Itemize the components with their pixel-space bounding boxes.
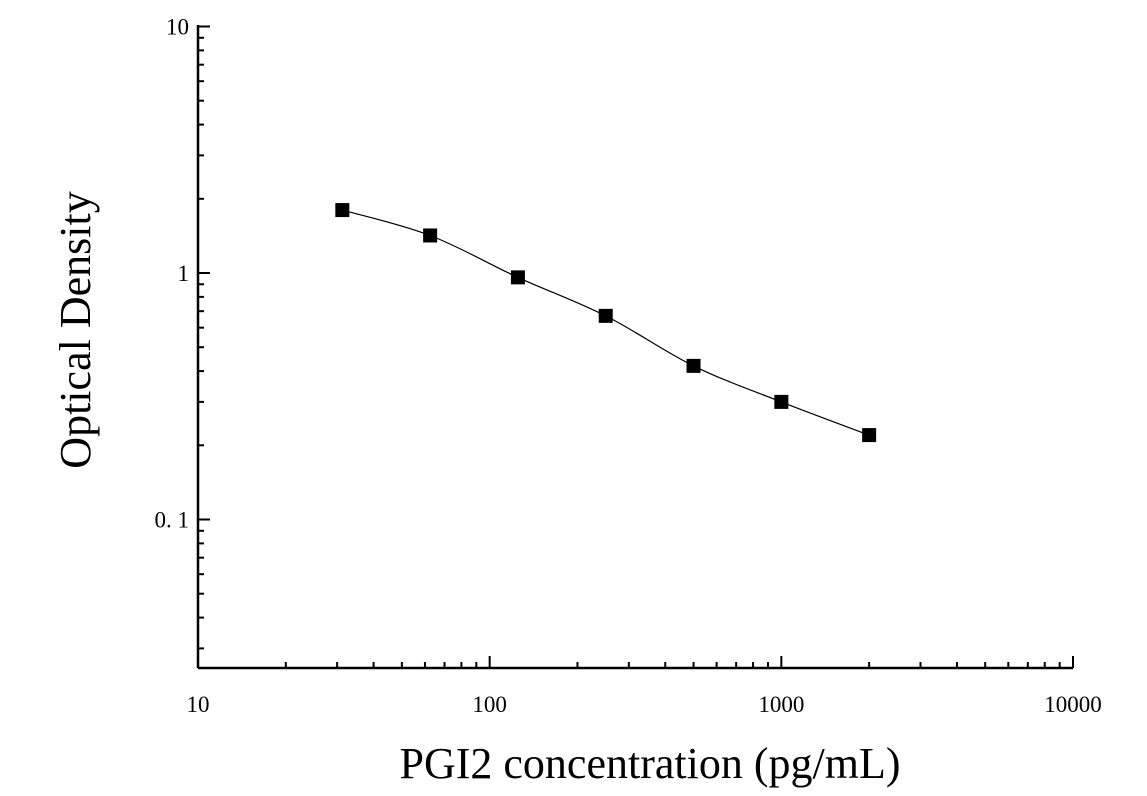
y-tick-label: 1 — [178, 261, 190, 286]
data-point — [774, 394, 789, 409]
y-ticks: 0. 1 1 10 — [155, 15, 210, 650]
y-axis-title: Optical Density — [51, 191, 100, 468]
x-tick-label: 100 — [472, 692, 507, 717]
axes — [196, 25, 1073, 670]
data-point — [510, 270, 525, 285]
x-tick-label: 10 — [187, 692, 210, 717]
data-point — [598, 308, 613, 323]
data-point — [335, 203, 350, 218]
data-points — [335, 203, 877, 443]
x-tick-label: 1000 — [758, 692, 804, 717]
data-point — [686, 358, 701, 373]
y-tick-label: 10 — [166, 15, 189, 40]
x-axis-title: PGI2 concentration (pg/mL) — [400, 739, 901, 788]
data-point — [423, 228, 438, 243]
y-tick-label: 0. 1 — [155, 508, 190, 533]
x-ticks: 10 100 1000 10000 — [187, 656, 1102, 717]
data-point — [862, 428, 877, 443]
x-tick-label: 10000 — [1044, 692, 1102, 717]
